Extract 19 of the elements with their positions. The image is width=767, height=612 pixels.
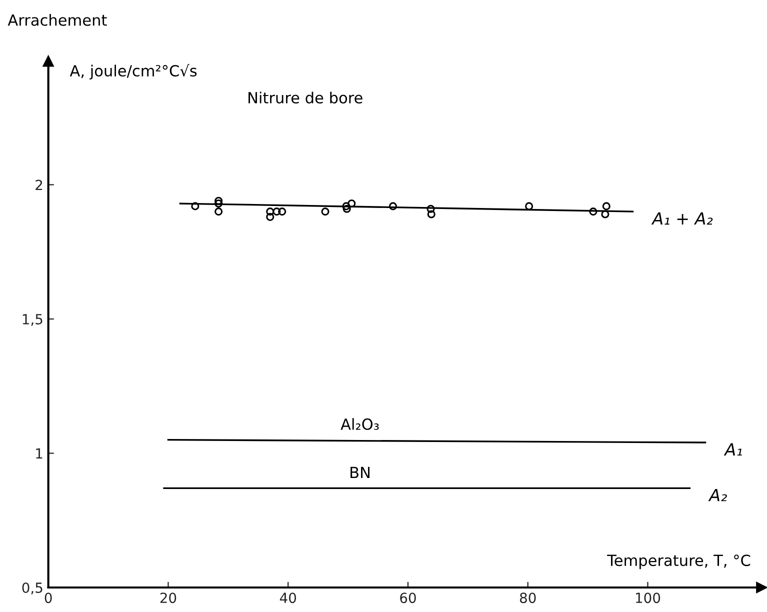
series-label: A₂ [708,488,727,502]
x-tick-label: 80 [520,592,536,604]
text: Nitrure de bore [248,92,362,104]
series-label: A₁ + A₂ [651,212,713,225]
x-tick-label: 20 [160,592,176,604]
annotation: BN [350,466,370,478]
y-tick-label: 1,5 [22,314,42,326]
series-label: A₁ [724,443,742,456]
x-tick-label: 100 [636,592,660,604]
y-axis-title: A, joule/cm²°C√s [70,64,197,80]
annotation: Al₂O₃ [340,418,379,430]
y-tick-label: 2 [36,180,42,190]
x-tick-label: 0 [44,592,52,604]
x-axis-title: Temperature, T, °C [607,554,750,570]
x-tick-label: 60 [400,592,416,604]
chart-title: Arrachement [8,14,107,26]
y-tick-label: 1 [36,448,42,459]
y-tick-label: 0,5 [22,582,42,594]
x-tick-label: 40 [280,592,296,604]
